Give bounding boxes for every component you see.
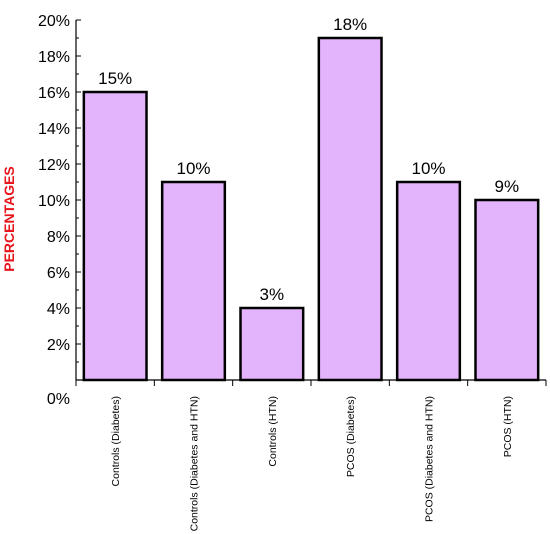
data-label: 15% xyxy=(98,69,132,88)
y-tick-label: 20% xyxy=(38,13,70,30)
x-tick-label: PCOS (HTN) xyxy=(502,396,514,457)
bar xyxy=(160,180,227,382)
y-axis-label: PERCENTAGES xyxy=(1,166,17,272)
bar xyxy=(239,306,305,382)
x-tick-label: Controls (HTN) xyxy=(267,396,279,467)
bars xyxy=(82,36,540,382)
y-tick-label: 6% xyxy=(47,265,70,282)
y-tick-label: 10% xyxy=(38,193,70,210)
y-tick-label: 12% xyxy=(38,157,70,174)
data-label: 10% xyxy=(176,159,210,178)
y-tick-label: 8% xyxy=(47,229,70,246)
bar xyxy=(474,198,540,382)
y-tick-label: 4% xyxy=(47,301,70,318)
x-tick-label: Controls (Diabetes and HTN) xyxy=(189,396,201,531)
bar xyxy=(395,180,462,382)
y-axis-ticks: 0% 2% 4% 6% 8% 10% 12% 14% 16% 18% 20% xyxy=(38,13,81,408)
data-label: 18% xyxy=(333,15,367,34)
y-tick-label: 2% xyxy=(47,337,70,354)
x-tick-label: PCOS (Diabetes and HTN) xyxy=(424,396,436,522)
x-tick-label: PCOS (Diabetes) xyxy=(345,396,357,477)
y-tick-label: 18% xyxy=(38,49,70,66)
data-label: 3% xyxy=(260,285,285,304)
x-axis-ticks: Controls (Diabetes) Controls (Diabetes an… xyxy=(75,380,547,531)
y-tick-label: 14% xyxy=(38,121,70,138)
y-tick-label: 16% xyxy=(38,85,70,102)
bar xyxy=(317,36,383,382)
x-tick-label: Controls (Diabetes) xyxy=(110,396,122,486)
data-label: 9% xyxy=(495,177,520,196)
bar xyxy=(82,90,148,382)
data-label: 10% xyxy=(411,159,445,178)
y-tick-label: 0% xyxy=(47,391,70,408)
data-labels: 15% 10% 3% 18% 10% 9% xyxy=(98,15,519,304)
